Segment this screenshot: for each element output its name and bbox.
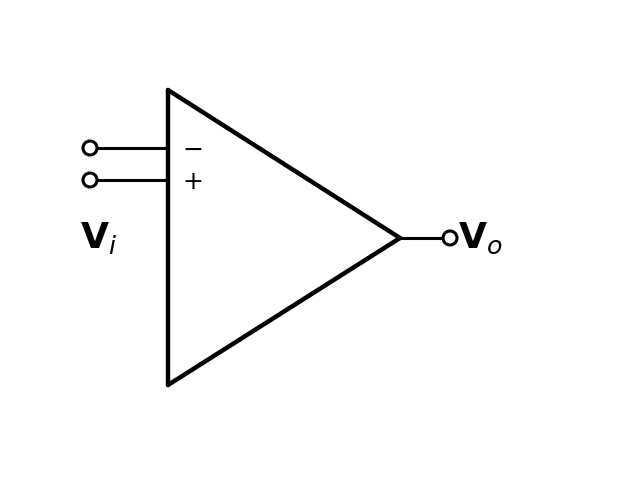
Text: −: − (182, 138, 203, 162)
Text: $\bf{V}$$_{\it{i}}$: $\bf{V}$$_{\it{i}}$ (80, 220, 117, 256)
Text: +: + (182, 170, 203, 194)
Text: $\bf{V}$$_{\it{o}}$: $\bf{V}$$_{\it{o}}$ (458, 220, 502, 256)
